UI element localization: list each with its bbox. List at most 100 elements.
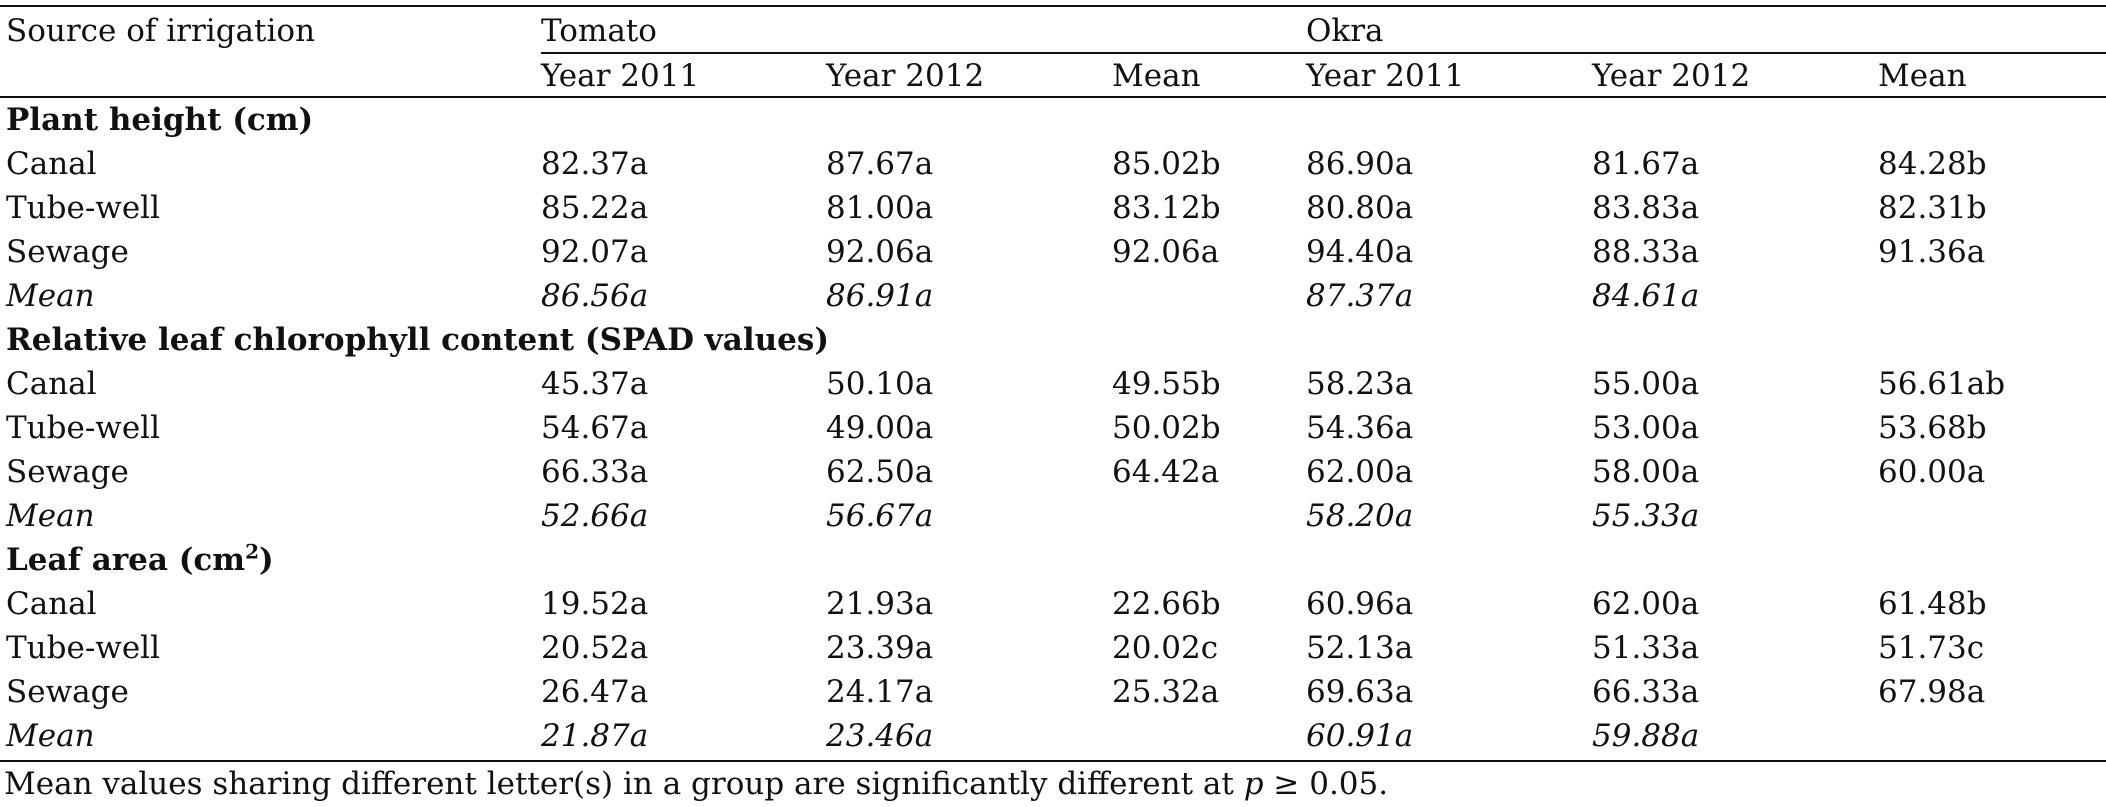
table-cell: 92.06a	[826, 234, 934, 270]
row-label: Sewage	[6, 674, 129, 710]
table-cell: 61.48b	[1878, 586, 1987, 622]
table-row: Sewage 92.07a 92.06a 92.06a 94.40a 88.33…	[0, 230, 2106, 274]
table-cell: 64.42a	[1112, 454, 1220, 490]
table-cell: 80.80a	[1306, 190, 1414, 226]
table-row: Canal 45.37a 50.10a 49.55b 58.23a 55.00a…	[0, 362, 2106, 406]
table-row: Sewage 66.33a 62.50a 64.42a 62.00a 58.00…	[0, 450, 2106, 494]
table-cell: 66.33a	[1592, 674, 1700, 710]
bottom-rule	[0, 760, 2106, 762]
table-cell: 81.00a	[826, 190, 934, 226]
table-cell: 21.87a	[541, 718, 649, 754]
section-title-row: Plant height (cm)	[0, 98, 2106, 142]
header-okra-year-2012: Year 2012	[1592, 58, 1751, 94]
header-tomato: Tomato	[541, 13, 657, 49]
table-cell: 49.55b	[1112, 366, 1221, 402]
top-rule	[0, 5, 2106, 7]
row-label: Tube-well	[6, 410, 161, 446]
table-cell: 56.67a	[826, 498, 934, 534]
section-title-row: Leaf area (cm2)	[0, 538, 2106, 582]
table-footnote: Mean values sharing different letter(s) …	[4, 762, 1388, 806]
row-label: Sewage	[6, 454, 129, 490]
table-row: Tube-well 20.52a 23.39a 20.02c 52.13a 51…	[0, 626, 2106, 670]
table-cell: 62.50a	[826, 454, 934, 490]
header-tomato-year-2012: Year 2012	[826, 58, 985, 94]
table-cell: 23.39a	[826, 630, 934, 666]
table-row: Canal 19.52a 21.93a 22.66b 60.96a 62.00a…	[0, 582, 2106, 626]
table-cell: 82.37a	[541, 146, 649, 182]
table-cell: 87.37a	[1306, 278, 1414, 314]
table-cell: 86.56a	[541, 278, 649, 314]
table-cell: 91.36a	[1878, 234, 1986, 270]
table-row: Tube-well 85.22a 81.00a 83.12b 80.80a 83…	[0, 186, 2106, 230]
header-tomato-mean: Mean	[1112, 58, 1201, 94]
mean-row: Mean 52.66a 56.67a 58.20a 55.33a	[0, 494, 2106, 538]
mean-row: Mean 86.56a 86.91a 87.37a 84.61a	[0, 274, 2106, 318]
table-row: Tube-well 54.67a 49.00a 50.02b 54.36a 53…	[0, 406, 2106, 450]
table-cell: 60.00a	[1878, 454, 1986, 490]
table-cell: 85.22a	[541, 190, 649, 226]
table-cell: 54.36a	[1306, 410, 1414, 446]
table-cell: 51.73c	[1878, 630, 1985, 666]
header-row-1: Source of irrigation Tomato Okra	[0, 9, 2106, 53]
table-row: Sewage 26.47a 24.17a 25.32a 69.63a 66.33…	[0, 670, 2106, 714]
table-cell: 66.33a	[541, 454, 649, 490]
table-cell: 82.31b	[1878, 190, 1987, 226]
table-cell: 84.28b	[1878, 146, 1987, 182]
header-okra-mean: Mean	[1878, 58, 1967, 94]
table-cell: 23.46a	[826, 718, 934, 754]
table-cell: 50.02b	[1112, 410, 1221, 446]
row-label: Canal	[6, 586, 97, 622]
table-cell: 25.32a	[1112, 674, 1220, 710]
row-label: Tube-well	[6, 630, 161, 666]
table-cell: 62.00a	[1306, 454, 1414, 490]
row-label: Mean	[6, 278, 95, 314]
table-cell: 53.00a	[1592, 410, 1700, 446]
row-label: Canal	[6, 366, 97, 402]
table-cell: 53.68b	[1878, 410, 1987, 446]
table-cell: 86.90a	[1306, 146, 1414, 182]
header-tomato-year-2011: Year 2011	[541, 58, 700, 94]
table-cell: 85.02b	[1112, 146, 1221, 182]
table-cell: 58.23a	[1306, 366, 1414, 402]
table-cell: 55.00a	[1592, 366, 1700, 402]
table-cell: 19.52a	[541, 586, 649, 622]
table-cell: 26.47a	[541, 674, 649, 710]
table-cell: 20.52a	[541, 630, 649, 666]
tomato-underline	[541, 52, 2106, 54]
section-title-leaf-area: Leaf area (cm2)	[6, 538, 274, 582]
header-okra: Okra	[1306, 13, 1384, 49]
section-title-chlorophyll: Relative leaf chlorophyll content (SPAD …	[6, 322, 830, 358]
table-cell: 92.06a	[1112, 234, 1220, 270]
table-cell: 58.00a	[1592, 454, 1700, 490]
table-cell: 59.88a	[1592, 718, 1700, 754]
header-bottom-rule	[0, 96, 2106, 98]
table-cell: 24.17a	[826, 674, 934, 710]
table-cell: 83.12b	[1112, 190, 1221, 226]
row-label: Sewage	[6, 234, 129, 270]
table-cell: 83.83a	[1592, 190, 1700, 226]
table-row: Canal 82.37a 87.67a 85.02b 86.90a 81.67a…	[0, 142, 2106, 186]
table-cell: 92.07a	[541, 234, 649, 270]
header-okra-year-2011: Year 2011	[1306, 58, 1465, 94]
header-source-of-irrigation: Source of irrigation	[6, 13, 316, 49]
header-row-2: Year 2011 Year 2012 Mean Year 2011 Year …	[0, 54, 2106, 98]
table-cell: 84.61a	[1592, 278, 1700, 314]
mean-row: Mean 21.87a 23.46a 60.91a 59.88a	[0, 714, 2106, 758]
table-cell: 58.20a	[1306, 498, 1414, 534]
section-title-leaf-area-text: Leaf area (cm	[6, 542, 246, 578]
table-cell: 69.63a	[1306, 674, 1414, 710]
table-cell: 67.98a	[1878, 674, 1986, 710]
table-cell: 51.33a	[1592, 630, 1700, 666]
row-label: Mean	[6, 718, 95, 754]
footnote-threshold: ≥ 0.05.	[1263, 766, 1389, 802]
row-label: Mean	[6, 498, 95, 534]
footnote-p-symbol: p	[1243, 766, 1264, 802]
row-label: Canal	[6, 146, 97, 182]
section-title-row: Relative leaf chlorophyll content (SPAD …	[0, 318, 2106, 362]
table-cell: 45.37a	[541, 366, 649, 402]
table-cell: 86.91a	[826, 278, 934, 314]
superscript-two: 2	[245, 539, 260, 564]
table-cell: 20.02c	[1112, 630, 1219, 666]
table-cell: 87.67a	[826, 146, 934, 182]
table-cell: 52.66a	[541, 498, 649, 534]
